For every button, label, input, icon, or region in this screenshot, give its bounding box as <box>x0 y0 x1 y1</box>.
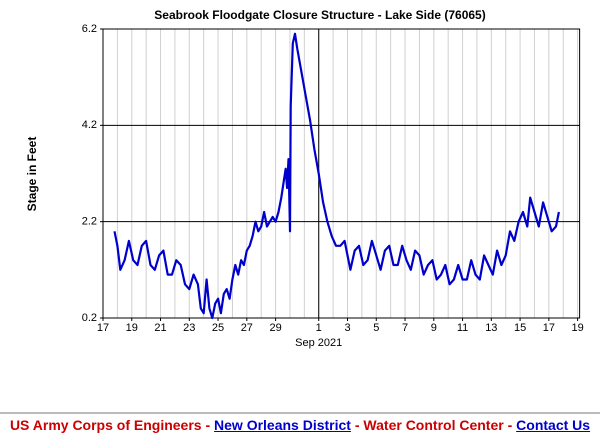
x-tick-label: 1 <box>316 322 322 334</box>
x-tick-label: 21 <box>154 322 166 334</box>
x-tick-label: 3 <box>344 322 350 334</box>
x-tick-label: 25 <box>212 322 224 334</box>
footer: US Army Corps of Engineers - New Orleans… <box>0 412 600 437</box>
footer-text: - <box>201 417 215 433</box>
x-tick-label: 7 <box>402 322 408 334</box>
y-axis-label: Stage in Feet <box>25 137 39 212</box>
data-line <box>113 32 560 320</box>
x-annotation: Sep 2021 <box>295 337 342 349</box>
y-tick-label: 0.2 <box>82 312 97 324</box>
x-tick-label: 17 <box>543 322 555 334</box>
x-tick-label: 11 <box>457 322 468 334</box>
y-tick-label: 6.2 <box>82 23 97 35</box>
plot-frame <box>102 28 581 319</box>
footer-text: - <box>350 417 364 433</box>
y-tick-label: 2.2 <box>82 216 97 228</box>
x-tick-label: 13 <box>485 322 497 334</box>
x-tick-label: 17 <box>97 322 109 334</box>
footer-text: Water Control Center <box>363 417 504 433</box>
x-tick-label: 5 <box>373 322 379 334</box>
x-tick-label: 27 <box>241 322 253 334</box>
chart: Seabrook Floodgate Closure Structure - L… <box>25 8 584 349</box>
footer-text: US Army Corps of Engineers <box>9 417 202 433</box>
x-tick-label: 15 <box>514 322 526 334</box>
chart-title: Seabrook Floodgate Closure Structure - L… <box>154 8 485 22</box>
y-tick-label: 4.2 <box>82 119 97 131</box>
x-tick-label: 9 <box>431 322 437 334</box>
footer-link[interactable]: Contact Us <box>516 417 591 433</box>
footer-link[interactable]: New Orleans District <box>214 417 351 433</box>
x-tick-label: 29 <box>269 322 281 334</box>
footer-text: - <box>503 417 517 433</box>
x-tick-label: 23 <box>183 322 195 334</box>
x-tick-label: 19 <box>571 322 583 334</box>
x-tick-label: 19 <box>126 322 138 334</box>
